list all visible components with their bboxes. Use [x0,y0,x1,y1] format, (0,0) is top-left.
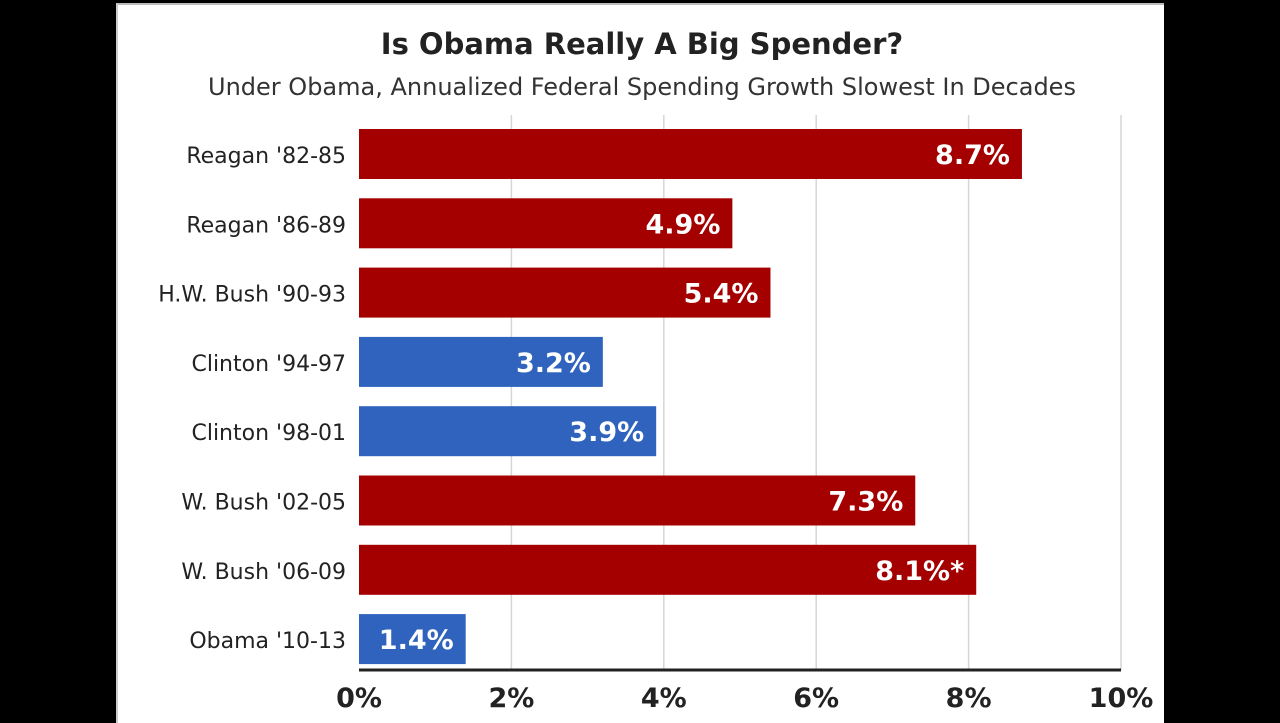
bar [359,267,771,318]
chart-frame: Is Obama Really A Big Spender? Under Oba… [116,3,1164,723]
data-label: 8.7% [935,140,1010,171]
x-tick-label: 6% [793,683,839,714]
data-label: 3.2% [516,348,591,379]
bar [359,614,466,665]
data-label: 5.4% [684,279,759,310]
category-label: Clinton '94-97 [191,352,346,377]
category-label: Reagan '82-85 [186,144,346,169]
x-tick-label: 10% [1089,683,1154,714]
category-label: W. Bush '06-09 [181,560,346,585]
category-label: W. Bush '02-05 [181,491,346,516]
data-label: 7.3% [828,487,903,518]
x-tick-label: 2% [488,683,534,714]
category-label: Obama '10-13 [189,629,346,654]
bar [359,475,916,526]
bar [359,336,603,387]
x-tick-label: 0% [336,683,382,714]
category-label: H.W. Bush '90-93 [158,283,346,308]
bar [359,129,1022,179]
bar [359,406,657,457]
chart-title: Is Obama Really A Big Spender? [380,27,904,61]
data-label: 1.4% [379,625,454,656]
data-label: 3.9% [569,417,644,448]
category-label: Reagan '86-89 [186,213,346,238]
x-tick-label: 8% [946,683,992,714]
data-label: 8.1%* [875,556,964,587]
bar [359,198,733,249]
chart-subtitle: Under Obama, Annualized Federal Spending… [208,73,1076,101]
x-tick-label: 4% [641,683,687,714]
bar [359,544,977,595]
data-label: 4.9% [645,209,720,240]
category-label: Clinton '98-01 [191,421,346,446]
